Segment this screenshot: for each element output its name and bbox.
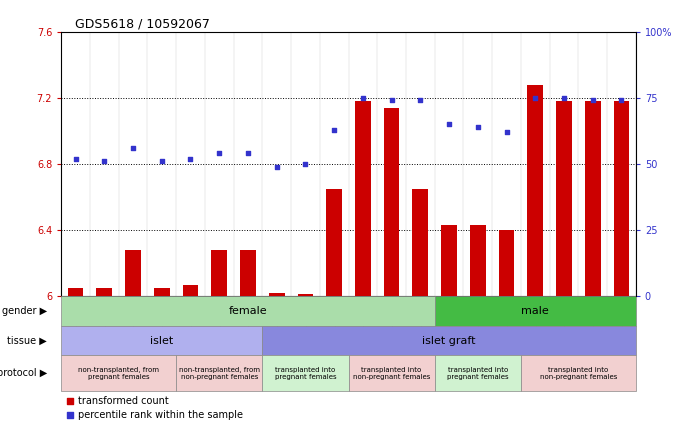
Text: non-transplanted, from
non-pregnant females: non-transplanted, from non-pregnant fema… (179, 367, 260, 380)
Point (588, 97, 598, 104)
Bar (211, 250, 227, 296)
Bar (262, 355, 348, 391)
Bar (61, 326, 262, 355)
Point (156, 158, 167, 165)
Bar (435, 296, 636, 326)
Text: transplanted into
non-pregnant females: transplanted into non-pregnant females (353, 367, 430, 380)
Bar (154, 288, 169, 296)
Point (328, 126, 339, 133)
Point (530, 94, 541, 101)
Bar (240, 250, 256, 296)
Bar (521, 355, 636, 391)
Point (70, 155, 81, 162)
Point (300, 160, 311, 167)
Point (271, 163, 282, 170)
Text: male: male (522, 306, 549, 316)
Bar (384, 108, 399, 296)
Bar (528, 85, 543, 296)
Text: islet: islet (150, 335, 173, 346)
Text: GDS5618 / 10592067: GDS5618 / 10592067 (75, 17, 209, 30)
Bar (298, 294, 313, 296)
Bar (613, 101, 629, 296)
Bar (61, 355, 176, 391)
Bar (585, 101, 600, 296)
Text: female: female (228, 306, 267, 316)
Bar (498, 230, 514, 296)
Point (386, 97, 397, 104)
Text: islet graft: islet graft (422, 335, 476, 346)
Bar (435, 355, 521, 391)
Bar (269, 293, 284, 296)
Text: non-transplanted, from
pregnant females: non-transplanted, from pregnant females (78, 367, 159, 380)
Bar (97, 288, 112, 296)
Bar (355, 101, 371, 296)
Bar (556, 101, 572, 296)
Point (128, 145, 139, 151)
Bar (441, 225, 457, 296)
Bar (470, 225, 486, 296)
Point (415, 97, 426, 104)
Text: transplanted into
pregnant females: transplanted into pregnant females (275, 367, 336, 380)
Bar (413, 189, 428, 296)
Bar (61, 296, 435, 326)
Point (214, 150, 224, 157)
Bar (176, 355, 262, 391)
Text: transformed count: transformed count (78, 396, 169, 406)
Bar (183, 285, 199, 296)
Point (558, 94, 569, 101)
Point (185, 155, 196, 162)
Text: transplanted into
pregnant females: transplanted into pregnant females (447, 367, 509, 380)
Point (358, 94, 369, 101)
Point (443, 121, 454, 128)
Bar (262, 326, 636, 355)
Text: gender ▶: gender ▶ (2, 306, 47, 316)
Bar (326, 189, 342, 296)
Point (243, 150, 254, 157)
Point (473, 124, 483, 130)
Bar (125, 250, 141, 296)
Text: transplanted into
non-pregnant females: transplanted into non-pregnant females (540, 367, 617, 380)
Bar (68, 288, 84, 296)
Text: protocol ▶: protocol ▶ (0, 368, 47, 378)
Text: percentile rank within the sample: percentile rank within the sample (78, 410, 243, 420)
Point (65, 412, 75, 418)
Text: tissue ▶: tissue ▶ (7, 335, 47, 346)
Point (99, 158, 109, 165)
Point (616, 97, 627, 104)
Point (501, 129, 512, 135)
Point (65, 398, 75, 404)
Bar (349, 355, 435, 391)
